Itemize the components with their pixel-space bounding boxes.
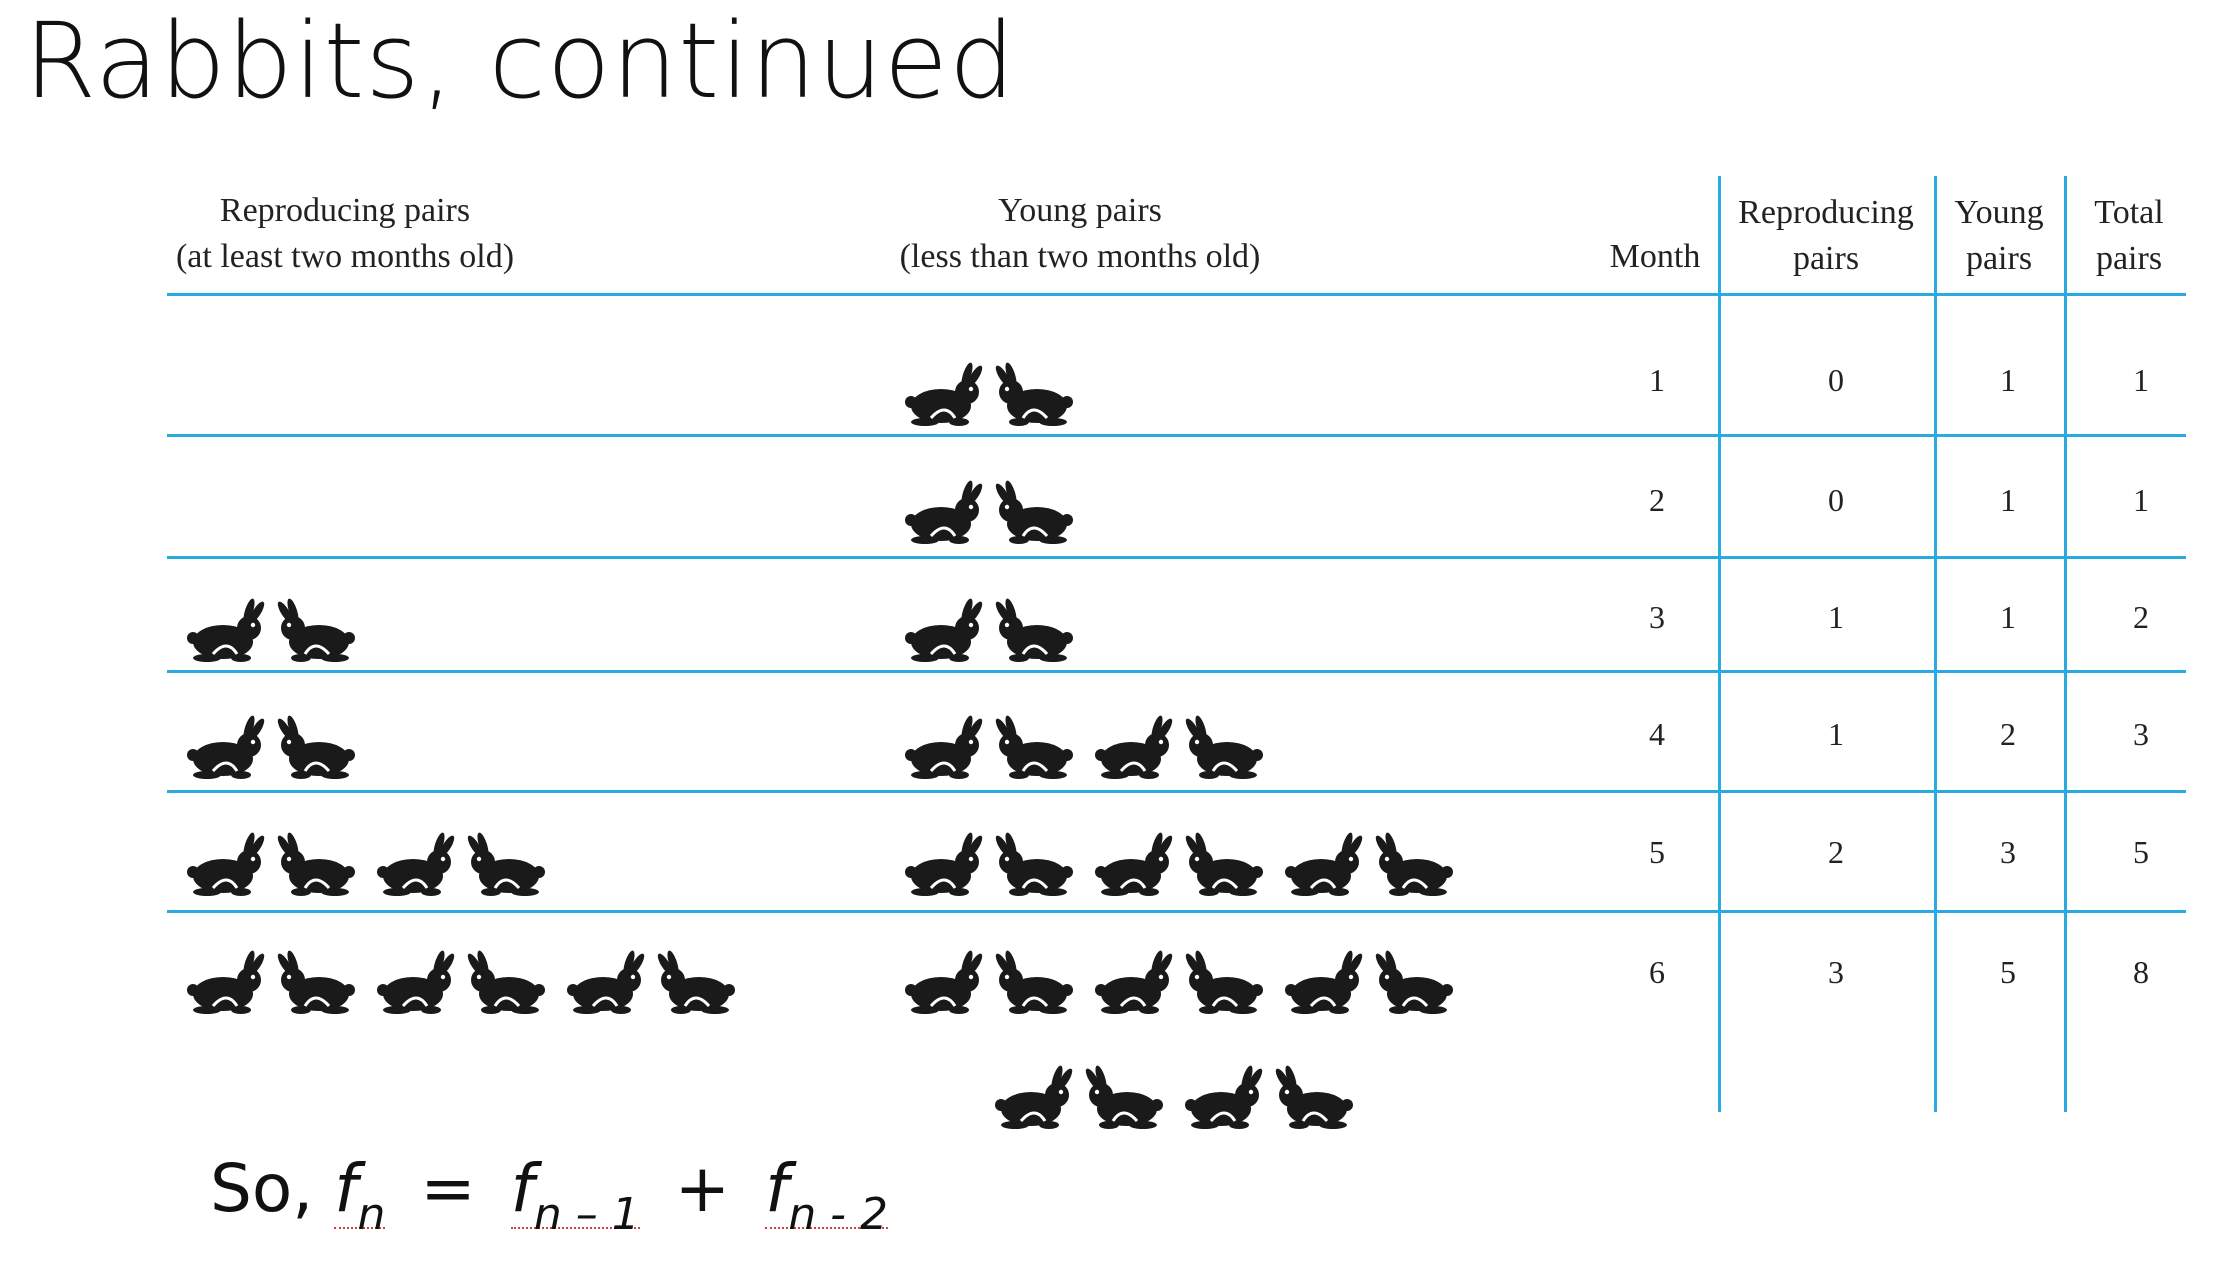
rabbit-pair-icon <box>1285 832 1453 896</box>
column-rule <box>2064 176 2067 1112</box>
total-count-cell: 8 <box>2133 954 2149 990</box>
young-count-cell: 1 <box>2000 362 2016 398</box>
rabbit-pair-icon <box>567 950 735 1014</box>
formula-term-fn-2: fn - 2 <box>765 1150 889 1240</box>
month-cell: 1 <box>1649 362 1665 398</box>
month-cell: 3 <box>1649 599 1665 635</box>
young-rabbits-month-3 <box>905 578 1095 662</box>
reproducing-count-cell: 0 <box>1828 482 1844 518</box>
table-rule <box>167 293 2186 296</box>
rabbit-pair-icon <box>905 950 1073 1014</box>
total-count-cell: 2 <box>2133 599 2149 635</box>
young-rabbits-month-6 <box>905 930 1475 1014</box>
reproducing-count-cell: 1 <box>1828 716 1844 752</box>
rabbit-pair-icon <box>1285 950 1453 1014</box>
month-cell: 5 <box>1649 834 1665 870</box>
total-count-cell: 1 <box>2133 482 2149 518</box>
young-rabbits-month-5 <box>905 812 1475 896</box>
rabbit-pair-icon <box>187 950 355 1014</box>
recurrence-formula: So, fn = fn – 1 + fn - 2 <box>210 1150 889 1240</box>
header-total-count: Total pairs <box>2094 194 2164 277</box>
rabbit-pair-icon <box>1095 950 1263 1014</box>
table-rule <box>167 434 2186 437</box>
month-cell: 2 <box>1649 482 1665 518</box>
rabbit-pair-icon <box>1095 832 1263 896</box>
young-count-cell: 1 <box>2000 482 2016 518</box>
rabbit-pair-icon <box>187 598 355 662</box>
rabbit-pair-icon <box>187 715 355 779</box>
rabbit-pair-icon <box>995 1065 1163 1129</box>
table-rule <box>167 910 2186 913</box>
young-count-cell: 1 <box>2000 599 2016 635</box>
total-count-cell: 5 <box>2133 834 2149 870</box>
month-cell: 6 <box>1649 954 1665 990</box>
young-rabbits-month-6-extra <box>995 1045 1375 1129</box>
reproducing-rabbits-month-3 <box>187 578 377 662</box>
formula-plus: + <box>674 1150 731 1227</box>
rabbit-pair-icon <box>1185 1065 1353 1129</box>
header-young-pairs: Young pairs (less than two months old) <box>899 192 1261 275</box>
table-rule <box>167 556 2186 559</box>
rabbit-pair-icon <box>905 715 1073 779</box>
column-rule <box>1718 176 1721 1112</box>
header-reproducing-count: Reproducing pairs <box>1738 194 1914 277</box>
rabbit-pair-icon <box>377 832 545 896</box>
slide-title: Rabbits, continued <box>24 0 1016 122</box>
rabbit-pair-icon <box>905 362 1073 426</box>
young-rabbits-month-4 <box>905 695 1285 779</box>
reproducing-rabbits-month-5 <box>187 812 567 896</box>
young-rabbits-month-2 <box>905 460 1095 544</box>
rabbit-pair-icon <box>1095 715 1263 779</box>
reproducing-count-cell: 1 <box>1828 599 1844 635</box>
formula-term-fn-1: fn – 1 <box>510 1150 640 1240</box>
rabbit-pair-icon <box>187 832 355 896</box>
total-count-cell: 1 <box>2133 362 2149 398</box>
header-month: Month <box>1609 238 1701 275</box>
rabbit-pair-icon <box>905 598 1073 662</box>
formula-equals: = <box>420 1150 476 1227</box>
reproducing-rabbits-month-6 <box>187 930 757 1014</box>
column-rule <box>1934 176 1937 1112</box>
header-young-count: Young pairs <box>1954 194 2044 277</box>
formula-prefix: So, <box>210 1150 314 1227</box>
rabbit-pair-icon <box>377 950 545 1014</box>
table-rule <box>167 790 2186 793</box>
reproducing-rabbits-month-4 <box>187 695 377 779</box>
young-count-cell: 3 <box>2000 834 2016 870</box>
reproducing-count-cell: 0 <box>1828 362 1844 398</box>
rabbit-pair-icon <box>905 832 1073 896</box>
reproducing-count-cell: 3 <box>1828 954 1844 990</box>
young-count-cell: 5 <box>2000 954 2016 990</box>
table-rule <box>167 670 2186 673</box>
header-reproducing-pairs: Reproducing pairs (at least two months o… <box>175 192 515 275</box>
rabbit-pair-icon <box>905 480 1073 544</box>
month-cell: 4 <box>1649 716 1665 752</box>
young-count-cell: 2 <box>2000 716 2016 752</box>
young-rabbits-month-1 <box>905 342 1095 426</box>
total-count-cell: 3 <box>2133 716 2149 752</box>
formula-term-fn: fn <box>334 1150 386 1240</box>
reproducing-count-cell: 2 <box>1828 834 1844 870</box>
